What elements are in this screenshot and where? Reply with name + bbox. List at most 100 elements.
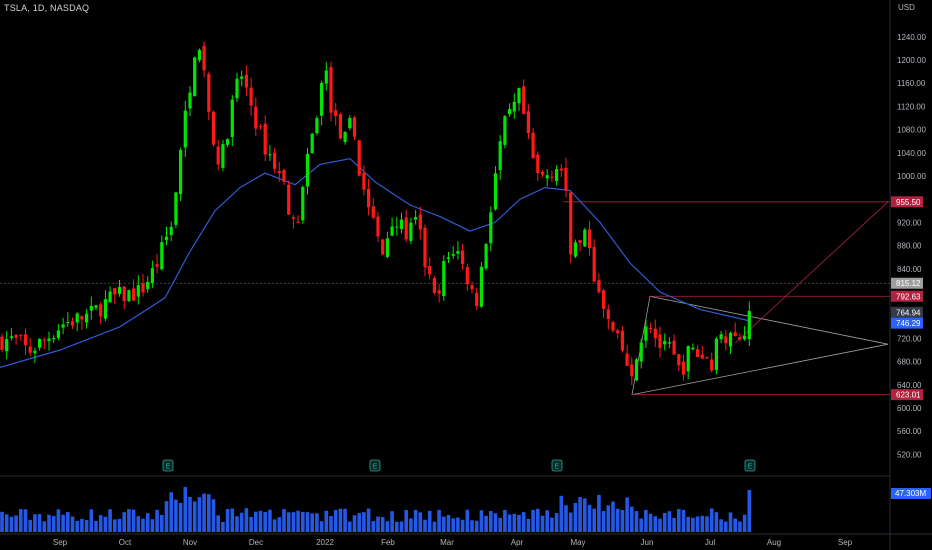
volume-bar [432, 521, 437, 532]
candle-body [399, 219, 404, 230]
volume-bar [709, 508, 714, 532]
price-tag [891, 317, 923, 329]
volume-bar [625, 497, 629, 532]
candle-body [700, 354, 704, 359]
time-tick-label: 2022 [316, 538, 334, 547]
volume-bar [371, 521, 376, 532]
volume-bar [606, 505, 611, 532]
volume-bar [470, 520, 474, 532]
volume-tag [891, 488, 931, 499]
candle-body [555, 168, 559, 181]
candlesticks[interactable] [0, 41, 751, 386]
candle-body [0, 336, 4, 350]
candle-body [61, 324, 65, 328]
volume-bar [521, 512, 526, 532]
price-tick-label: 920.00 [897, 218, 922, 227]
volume-bar [630, 506, 634, 532]
price-tick-label: 1160.00 [897, 79, 926, 88]
candle-body [395, 226, 399, 228]
candle-body [484, 244, 488, 269]
candle-body [348, 117, 352, 129]
volume-bar [592, 508, 596, 532]
candle-body [418, 214, 422, 230]
price-tags: 955.50 815.12 792.63 764.94 746.29 623.01 47.3… [891, 196, 931, 499]
volume-bar [399, 521, 404, 532]
volume-bar [465, 509, 470, 532]
candle-body [616, 330, 620, 334]
volume-bar [517, 514, 521, 532]
price-tick-label: 520.00 [897, 450, 922, 459]
volume-bar [28, 519, 32, 532]
volume-bar [282, 509, 286, 532]
candle-body [85, 313, 89, 323]
price-axis[interactable]: 520.00 560.00 600.00 640.00 680.00 720.00 840.… [897, 33, 926, 460]
candle-body [296, 221, 300, 223]
candle-body [352, 117, 357, 137]
currency-label: USD [898, 3, 915, 12]
volume-bar [51, 516, 56, 532]
volume-bar [376, 516, 380, 532]
volume-bar [728, 512, 733, 532]
volume-bar [493, 513, 498, 532]
price-tick-label: 1200.00 [897, 56, 926, 65]
volume-bar [324, 510, 329, 532]
candle-body [681, 361, 686, 375]
volume-bar [648, 513, 653, 532]
volume-bar [249, 516, 253, 532]
volume-bar [667, 511, 672, 532]
volume-bar [178, 502, 183, 532]
candle-body [381, 239, 385, 255]
candle-body [244, 74, 248, 88]
candle-body [52, 338, 56, 340]
volume-bar [258, 510, 263, 532]
volume-bar [56, 509, 61, 532]
volume-bar [343, 508, 347, 532]
candle-body [221, 144, 225, 168]
time-axis[interactable]: Sep Oct Nov Dec 2022 Feb Mar Apr May Jun Jul Aug Sep [53, 538, 853, 547]
volume-bar [362, 512, 366, 532]
candle-body [132, 288, 136, 301]
price-tick-label: 840.00 [897, 265, 922, 274]
volume-bar [37, 514, 42, 532]
candle-body [193, 57, 197, 96]
volume-bar [277, 517, 282, 532]
volume-bar [338, 508, 343, 532]
volume-bar [672, 517, 676, 532]
candle-body [385, 238, 389, 257]
volume-bar [263, 512, 267, 532]
volume-bar [611, 501, 615, 532]
volume-bar [89, 509, 94, 532]
candle-body [263, 123, 267, 155]
candle-body [578, 240, 582, 243]
candle-body [376, 216, 380, 237]
volume-bar [352, 515, 357, 532]
volume-bar [742, 514, 747, 532]
volume-bar [404, 509, 408, 532]
volume-bar [84, 520, 89, 532]
volume-bar [366, 508, 371, 532]
price-tag-label: 815.12 [896, 279, 921, 288]
time-tick-label: Aug [767, 538, 781, 547]
price-tag-label: 764.94 [896, 308, 921, 317]
candle-body [179, 150, 183, 195]
volume-bar [61, 514, 65, 532]
candle-body [315, 118, 319, 134]
candle-body [512, 101, 516, 112]
candle-body [5, 339, 9, 352]
volume-bar [131, 509, 136, 532]
volume-bar [108, 509, 112, 532]
price-tick-label: 680.00 [897, 358, 922, 367]
candle-body [587, 229, 592, 249]
candle-body [470, 285, 474, 290]
candle-body [371, 206, 375, 218]
earnings-marker [551, 459, 563, 472]
candle-body [465, 267, 469, 285]
volume-bar [437, 509, 441, 532]
earnings-label: E [166, 464, 171, 471]
volume-bar [413, 509, 418, 532]
candle-body [550, 176, 554, 178]
candle-body [592, 247, 596, 282]
volume-bar [150, 519, 155, 532]
